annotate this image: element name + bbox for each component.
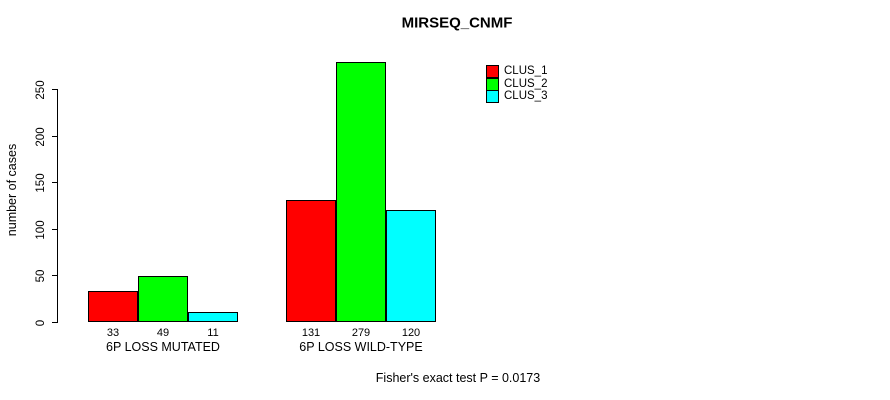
legend-swatch-icon bbox=[486, 90, 499, 103]
y-tick-label: 200 bbox=[35, 126, 47, 147]
y-tick-label: 250 bbox=[35, 79, 47, 100]
bar-value-label: 11 bbox=[207, 327, 219, 339]
chart-title: MIRSEQ_CNMF bbox=[401, 14, 513, 32]
y-tick-mark bbox=[52, 89, 57, 90]
y-tick-label: 50 bbox=[35, 269, 47, 282]
y-axis-line bbox=[57, 89, 58, 323]
y-tick-mark bbox=[52, 322, 57, 323]
y-tick-mark bbox=[52, 136, 57, 137]
bar-value-label: 131 bbox=[301, 327, 321, 339]
bar-value-label: 120 bbox=[401, 327, 421, 339]
category-label: 6P LOSS MUTATED bbox=[106, 340, 220, 354]
legend-label: CLUS_2 bbox=[504, 78, 548, 90]
y-tick-mark bbox=[52, 182, 57, 183]
y-tick-mark bbox=[52, 275, 57, 276]
bar-clus_1-2 bbox=[286, 200, 336, 322]
category-label: 6P LOSS WILD-TYPE bbox=[299, 340, 423, 354]
y-tick-label: 100 bbox=[35, 219, 47, 240]
y-axis-label: number of cases bbox=[5, 143, 19, 237]
bar-value-label: 33 bbox=[106, 327, 120, 339]
fisher-test-annotation: Fisher's exact test P = 0.0173 bbox=[375, 371, 541, 385]
bar-value-label: 49 bbox=[156, 327, 170, 339]
y-tick-mark bbox=[52, 229, 57, 230]
bar-clus_3-1 bbox=[188, 312, 238, 322]
bar-clus_2-1 bbox=[138, 276, 188, 322]
bar-value-label: 279 bbox=[351, 327, 371, 339]
bar-clus_3-2 bbox=[386, 210, 436, 322]
legend-label: CLUS_3 bbox=[504, 90, 548, 102]
y-tick-label: 0 bbox=[35, 319, 47, 326]
bar-clus_2-2 bbox=[336, 62, 386, 322]
y-tick-label: 150 bbox=[35, 172, 47, 193]
bar-clus_1-1 bbox=[88, 291, 138, 322]
legend-swatch-icon bbox=[486, 65, 499, 78]
legend-label: CLUS_1 bbox=[504, 65, 548, 77]
